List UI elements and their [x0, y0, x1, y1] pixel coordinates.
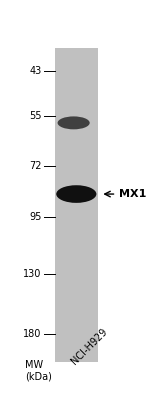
Text: 43: 43: [29, 66, 42, 76]
Ellipse shape: [56, 185, 96, 203]
Text: MW
(kDa): MW (kDa): [26, 360, 52, 381]
Text: 72: 72: [29, 161, 42, 171]
Text: 95: 95: [29, 212, 42, 222]
Ellipse shape: [58, 117, 90, 129]
Bar: [55, 49, 98, 362]
Text: 55: 55: [29, 111, 42, 121]
Text: MX1: MX1: [119, 189, 147, 199]
Text: NCI-H929: NCI-H929: [69, 326, 109, 366]
Text: 130: 130: [23, 269, 42, 279]
Text: 180: 180: [23, 329, 42, 339]
